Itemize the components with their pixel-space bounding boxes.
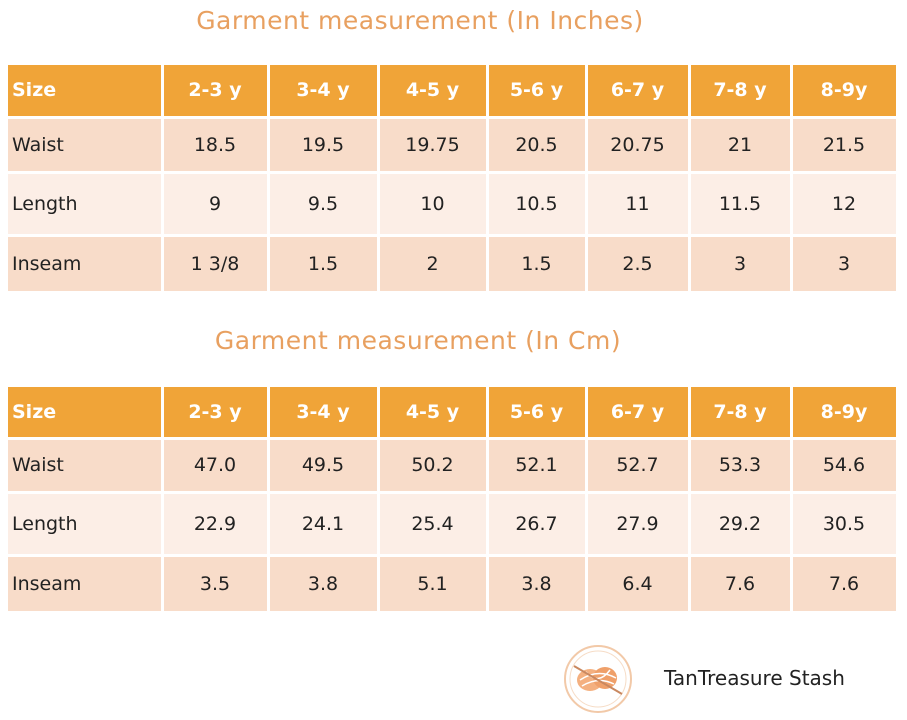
table-cell: 49.5	[269, 439, 377, 491]
table-cell: 11.5	[690, 173, 790, 234]
table-cell: Inseam	[8, 236, 161, 291]
table-cell: Length	[8, 173, 161, 234]
header-cell: 2-3 y	[163, 65, 267, 116]
header-cell: 6-7 y	[587, 65, 688, 116]
table-cell: 10.5	[488, 173, 585, 234]
table-cell: 53.3	[690, 439, 790, 491]
table-cell: 12	[792, 173, 896, 234]
header-cell: Size	[8, 65, 161, 116]
header-cell: 3-4 y	[269, 65, 377, 116]
table-cell: 20.5	[488, 118, 585, 171]
table-cell: Waist	[8, 118, 161, 171]
table-cell: 3.8	[488, 556, 585, 611]
table-cell: Waist	[8, 439, 161, 491]
header-cell: 8-9y	[792, 387, 896, 437]
table-cell: 1 3/8	[163, 236, 267, 291]
table-cell: 26.7	[488, 493, 585, 554]
table-cell: 1.5	[269, 236, 377, 291]
logo-icon	[564, 645, 632, 713]
header-cell: 7-8 y	[690, 65, 790, 116]
table-cell: 3	[690, 236, 790, 291]
table-cell: 54.6	[792, 439, 896, 491]
table-cell: 9	[163, 173, 267, 234]
table-cell: 29.2	[690, 493, 790, 554]
table-cell: 27.9	[587, 493, 688, 554]
header-cell: 4-5 y	[379, 387, 486, 437]
header-cell: 2-3 y	[163, 387, 267, 437]
table-cell: 19.5	[269, 118, 377, 171]
table-cell: 52.7	[587, 439, 688, 491]
header-cell: 6-7 y	[587, 387, 688, 437]
table-cell: 21	[690, 118, 790, 171]
table-cell: 20.75	[587, 118, 688, 171]
table-cell: 22.9	[163, 493, 267, 554]
table-cell: 7.6	[792, 556, 896, 611]
table-cell: 3.5	[163, 556, 267, 611]
logo-text: TanTreasure Stash	[664, 666, 845, 690]
table-cell: 1.5	[488, 236, 585, 291]
header-cell: 5-6 y	[488, 65, 585, 116]
table-cell: 11	[587, 173, 688, 234]
table-cell: 47.0	[163, 439, 267, 491]
table-cell: 30.5	[792, 493, 896, 554]
header-cell: 4-5 y	[379, 65, 486, 116]
header-cell: 3-4 y	[269, 387, 377, 437]
table-cell: 2.5	[587, 236, 688, 291]
table-cell: 50.2	[379, 439, 486, 491]
table-cell: 21.5	[792, 118, 896, 171]
table-cell: 3	[792, 236, 896, 291]
table-cell: 19.75	[379, 118, 486, 171]
table-cell: 6.4	[587, 556, 688, 611]
table-cell: 18.5	[163, 118, 267, 171]
header-cell: 8-9y	[792, 65, 896, 116]
table-cell: 24.1	[269, 493, 377, 554]
header-cell: Size	[8, 387, 161, 437]
table-cell: Inseam	[8, 556, 161, 611]
table-cell: 52.1	[488, 439, 585, 491]
table-title: Garment measurement (In Cm)	[214, 326, 622, 355]
table-title: Garment measurement (In Inches)	[196, 6, 644, 35]
table-cell: 10	[379, 173, 486, 234]
table-cell: 7.6	[690, 556, 790, 611]
table-cell: 9.5	[269, 173, 377, 234]
header-cell: 7-8 y	[690, 387, 790, 437]
table-cell: 25.4	[379, 493, 486, 554]
table-cell: 5.1	[379, 556, 486, 611]
table-cell: 3.8	[269, 556, 377, 611]
header-cell: 5-6 y	[488, 387, 585, 437]
table-cell: 2	[379, 236, 486, 291]
table-cell: Length	[8, 493, 161, 554]
